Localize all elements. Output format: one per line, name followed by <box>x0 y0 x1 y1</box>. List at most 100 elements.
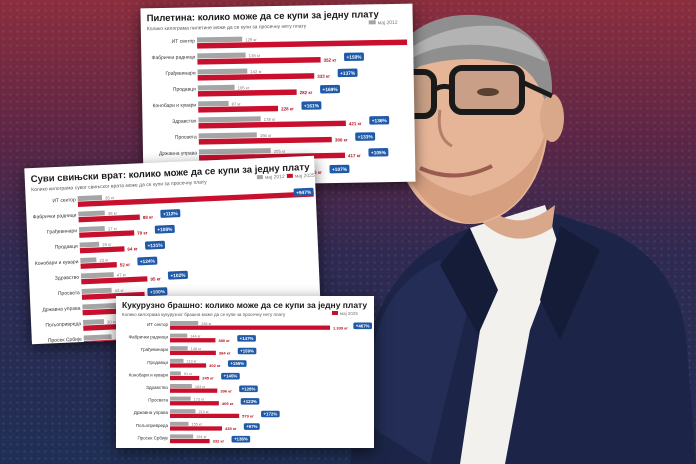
bar-old <box>82 319 105 325</box>
bar-new <box>197 57 321 65</box>
change-badge <box>147 287 168 297</box>
bar-new <box>170 338 216 343</box>
category-label: Здравство <box>146 385 168 390</box>
change-badge <box>167 270 188 280</box>
bar-old <box>170 333 188 338</box>
category-label: Просвета <box>175 134 197 140</box>
category-label: Фабрички радници <box>129 335 169 340</box>
bar-old-value: 148 кг <box>191 347 202 351</box>
bar-old-value: 35 кг <box>105 195 115 200</box>
bar-old <box>198 148 271 155</box>
bar-new <box>170 426 222 431</box>
bar-new <box>170 438 210 444</box>
bar-old <box>81 287 112 294</box>
change-badge-label: +161% <box>304 103 320 109</box>
bar-old <box>82 302 122 310</box>
change-badge <box>343 52 364 62</box>
bar-old-value: 205 кг <box>274 149 286 154</box>
change-badge <box>320 84 341 94</box>
chart-title: Пилетина: колико може да се купи за једн… <box>147 9 380 24</box>
bar-old-value: 144 кг <box>190 334 201 338</box>
change-badge <box>355 132 376 141</box>
change-badge-label: +145% <box>224 374 238 379</box>
bar-new <box>198 136 332 145</box>
bar-old <box>197 52 246 59</box>
bar-new <box>197 39 408 49</box>
bar-old <box>198 116 261 123</box>
change-badge <box>368 148 389 157</box>
change-badge <box>329 164 350 174</box>
change-badge-label: +124% <box>140 259 156 266</box>
change-badge-label: +159% <box>346 55 362 61</box>
change-badge-label: +108% <box>157 227 173 234</box>
category-label: Државна управа <box>159 150 197 157</box>
bar-new-value: 384 кг <box>219 351 231 356</box>
bar-new-value: 79 кг <box>137 230 148 235</box>
category-label: Грађевинари <box>141 347 169 352</box>
bar-new <box>79 230 135 238</box>
change-badge <box>144 240 166 250</box>
change-badge-label: +133% <box>358 134 374 140</box>
bar-new-value: 1.339 кг <box>333 325 348 330</box>
bar-old <box>197 84 235 91</box>
bar-old <box>170 384 192 389</box>
bar-old-value: 113 кг <box>187 360 198 364</box>
bar-new-value: 64 кг <box>127 246 138 251</box>
change-badge <box>293 187 314 197</box>
chart-title: Кукурузно брашно: колико може да се купи… <box>122 300 367 310</box>
bar-new-value: 282 кг <box>300 90 313 95</box>
bar-old <box>170 409 196 414</box>
change-badge <box>261 410 280 418</box>
change-badge <box>227 360 247 367</box>
bar-old-value: 155 кг <box>192 423 203 427</box>
bar-old <box>78 225 105 233</box>
chart-subtitle: Колико килограма кукурузног брашна може … <box>122 312 286 317</box>
bar-new <box>78 214 140 223</box>
bar-old-value: 178 кг <box>264 117 276 122</box>
change-badge-label: +947% <box>296 190 312 197</box>
category-label: Државна управа <box>42 306 80 314</box>
bar-new-value: 380 кг <box>335 137 348 142</box>
bar-new-value: 95 кг <box>150 276 161 281</box>
legend-label-new: мај 2025 <box>340 311 358 316</box>
bar-old-value: 38 кг <box>108 211 118 216</box>
change-badge <box>137 256 158 266</box>
category-label: Фабрички радници <box>33 213 77 221</box>
change-badge-label: +138% <box>234 437 248 442</box>
bar-old-value: 194 кг <box>196 435 207 439</box>
change-badge-label: +107% <box>332 167 348 173</box>
bar-new <box>77 191 314 207</box>
bar-new <box>170 375 200 381</box>
change-badge <box>154 224 175 234</box>
chart-card-brasno: Кукурузно брашно: колико може да се купи… <box>116 296 374 448</box>
change-badge-label: +172% <box>263 412 277 417</box>
bar-new-value: 352 кг <box>324 58 337 63</box>
change-badge <box>301 101 322 110</box>
bar-old <box>80 257 97 264</box>
bar-old-value: 166 кг <box>260 133 272 138</box>
bar-new-value: 332 кг <box>213 439 225 444</box>
category-label: Конобари и кувари <box>129 372 169 377</box>
legend-swatch-old <box>368 20 376 25</box>
bar-new <box>170 363 207 368</box>
bar-new-value: 396 кг <box>220 388 232 393</box>
category-label: Здравство <box>55 275 80 282</box>
category-label: Здравство <box>172 118 197 124</box>
change-badge <box>160 209 181 218</box>
legend-swatch-new <box>332 311 338 315</box>
category-label: Просек Србије <box>137 435 168 440</box>
bar-old <box>77 195 103 202</box>
change-badge-label: +136% <box>372 118 388 124</box>
change-badge <box>240 398 260 405</box>
bar-old <box>83 334 112 341</box>
category-label: Продавци <box>55 244 79 251</box>
category-label: Конобари и кувари <box>153 102 197 109</box>
bar-old <box>80 272 114 279</box>
bar-old-value: 138 кг <box>249 53 261 58</box>
bar-old-value: 47 кг <box>117 272 127 277</box>
bar-old-value: 236 кг <box>201 322 212 326</box>
category-label: Грађевинари <box>47 228 78 235</box>
change-badge-label: +126% <box>242 386 256 391</box>
legend-swatch-old <box>256 175 263 180</box>
bar-new <box>170 413 240 419</box>
